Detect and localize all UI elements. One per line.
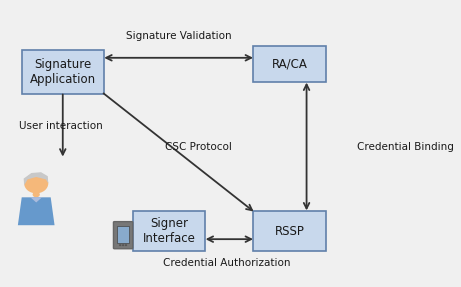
FancyBboxPatch shape <box>113 222 133 249</box>
Text: Signature
Application: Signature Application <box>30 58 96 86</box>
Text: User interaction: User interaction <box>19 121 103 131</box>
Text: Credential Authorization: Credential Authorization <box>163 258 290 268</box>
Ellipse shape <box>33 192 40 197</box>
Polygon shape <box>30 197 42 203</box>
FancyBboxPatch shape <box>254 211 326 251</box>
Text: Credential Binding: Credential Binding <box>357 142 454 152</box>
Circle shape <box>125 244 127 246</box>
Polygon shape <box>24 172 48 185</box>
Text: CSC Protocol: CSC Protocol <box>165 142 231 152</box>
Circle shape <box>119 244 121 246</box>
Polygon shape <box>18 197 54 225</box>
FancyBboxPatch shape <box>22 50 104 94</box>
Text: RSSP: RSSP <box>275 225 305 238</box>
Text: Signature Validation: Signature Validation <box>126 31 231 41</box>
FancyBboxPatch shape <box>254 46 326 82</box>
FancyBboxPatch shape <box>133 211 205 251</box>
Circle shape <box>122 244 124 246</box>
Text: RA/CA: RA/CA <box>272 57 307 70</box>
FancyBboxPatch shape <box>117 226 130 243</box>
Text: Signer
Interface: Signer Interface <box>142 217 195 245</box>
Circle shape <box>24 173 48 193</box>
